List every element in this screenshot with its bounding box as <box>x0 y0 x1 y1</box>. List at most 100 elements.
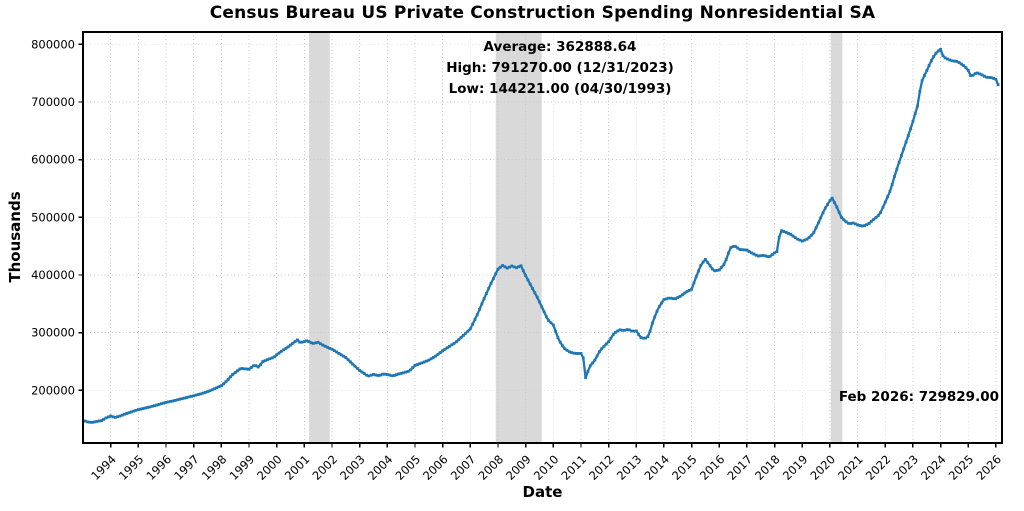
series-marker <box>883 200 887 204</box>
series-marker <box>494 272 498 276</box>
series-marker <box>554 329 557 333</box>
series-marker <box>953 59 956 63</box>
series-marker <box>351 362 355 366</box>
series-marker <box>747 250 751 253</box>
series-marker <box>190 394 193 398</box>
series-marker <box>853 222 857 226</box>
series-marker <box>238 367 242 371</box>
series-marker <box>777 235 781 239</box>
x-tick-label: 2015 <box>669 452 700 483</box>
series-marker <box>399 372 403 375</box>
x-tick-label: 2024 <box>918 452 949 483</box>
series-marker <box>132 409 136 413</box>
series-marker <box>535 295 539 299</box>
series-marker <box>279 349 283 353</box>
series-marker <box>782 230 786 233</box>
series-marker <box>821 211 825 215</box>
series-marker <box>551 323 555 327</box>
series-marker <box>120 413 124 417</box>
series-marker <box>206 390 209 394</box>
series-marker <box>743 248 746 252</box>
series-marker <box>162 401 166 405</box>
series-marker <box>252 364 255 368</box>
series-marker <box>213 387 216 391</box>
series-marker <box>874 216 878 219</box>
series-marker <box>88 420 92 424</box>
series-marker <box>706 261 710 264</box>
series-marker <box>148 405 152 409</box>
series-marker <box>630 329 634 333</box>
series-marker <box>180 397 184 401</box>
stats-annotation: Average: 362888.64 High: 791270.00 (12/3… <box>360 37 760 100</box>
series-marker <box>851 221 855 225</box>
series-marker <box>628 328 631 332</box>
series-marker <box>784 231 788 234</box>
series-marker <box>166 400 170 404</box>
series-marker <box>600 347 604 351</box>
series-marker <box>563 347 567 351</box>
series-marker <box>286 345 290 349</box>
series-marker <box>492 277 495 280</box>
series-marker <box>517 265 521 269</box>
series-marker <box>759 254 763 258</box>
series-marker <box>130 410 133 414</box>
series-marker <box>641 336 645 340</box>
series-marker <box>639 336 643 339</box>
y-tick-label: 800000 <box>31 37 75 51</box>
series-marker <box>508 265 511 269</box>
series-marker <box>913 112 917 116</box>
series-marker <box>897 160 901 164</box>
series-marker <box>736 246 740 250</box>
series-marker <box>427 358 431 362</box>
series-marker <box>429 357 433 361</box>
series-marker <box>980 73 984 77</box>
series-marker <box>634 329 638 333</box>
series-marker <box>109 414 113 418</box>
x-tick-label: 2008 <box>476 452 507 483</box>
series-marker <box>687 289 691 292</box>
x-tick-label: 2007 <box>448 452 479 483</box>
series-marker <box>505 266 509 270</box>
series-marker <box>757 254 760 258</box>
series-marker <box>752 252 756 256</box>
series-marker <box>766 255 770 258</box>
series-marker <box>346 358 350 362</box>
series-marker <box>637 333 640 336</box>
series-marker <box>302 340 306 343</box>
series-marker <box>946 57 949 61</box>
series-marker <box>625 328 629 331</box>
series-marker <box>950 59 954 63</box>
recession-band <box>830 32 843 443</box>
series-marker <box>844 220 848 224</box>
plot-border <box>82 31 1003 444</box>
series-marker <box>549 321 553 325</box>
series-marker <box>588 364 592 368</box>
series-marker <box>918 90 922 93</box>
series-marker <box>305 339 308 343</box>
series-marker <box>392 374 396 377</box>
series-markers <box>82 47 1000 424</box>
series-marker <box>263 359 267 363</box>
series-marker <box>632 329 636 333</box>
series-marker <box>793 236 797 240</box>
series-marker <box>840 216 843 219</box>
series-marker <box>471 322 474 326</box>
y-tick-label: 400000 <box>31 268 75 282</box>
series-marker <box>943 56 947 60</box>
series-marker <box>614 330 617 334</box>
stats-average: Average: 362888.64 <box>483 39 637 55</box>
series-marker <box>754 253 758 257</box>
series-marker <box>651 321 654 325</box>
series-marker <box>538 300 541 304</box>
series-marker <box>150 404 154 408</box>
series-marker <box>985 75 989 79</box>
series-marker <box>349 360 352 364</box>
series-marker <box>678 295 682 298</box>
series-marker <box>498 265 502 269</box>
x-tick-label: 2023 <box>890 452 921 483</box>
x-tick-label: 2020 <box>807 452 838 483</box>
series-marker <box>902 147 906 151</box>
series-marker <box>160 402 163 406</box>
series-marker <box>86 420 89 424</box>
series-marker <box>540 305 544 309</box>
